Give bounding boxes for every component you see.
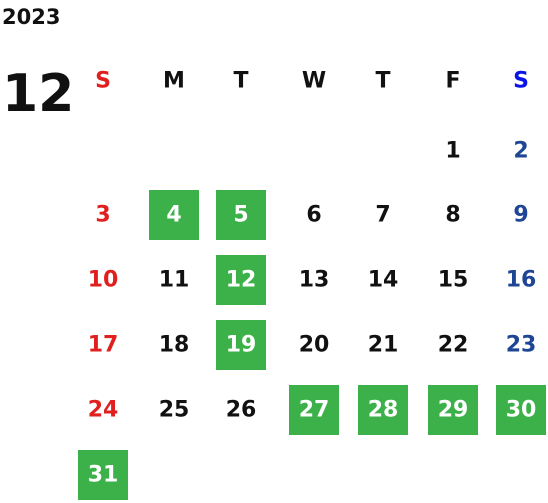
day-number: 31 [88,463,119,488]
day-number: 1 [445,139,460,164]
day-highlight [216,190,266,240]
day-number: 21 [368,333,399,358]
day-number: 26 [226,398,257,423]
day-number: 15 [438,268,469,293]
day-highlight [78,450,128,500]
day-number: 27 [299,398,330,423]
day-number: 10 [88,268,119,293]
day-number: 13 [299,268,330,293]
day-number: 3 [95,203,110,228]
day-highlight [216,320,266,370]
day-number: 5 [233,203,248,228]
day-number: 30 [506,398,537,423]
day-highlight [358,385,408,435]
day-number: 19 [226,333,257,358]
day-highlight [149,190,199,240]
day-highlight [496,385,546,435]
day-number: 16 [506,268,537,293]
day-number: 2 [513,139,528,164]
day-number: 25 [159,398,190,423]
day-number: 24 [88,398,119,423]
day-number: 20 [299,333,330,358]
day-highlight [428,385,478,435]
weekday-header: W [302,69,326,94]
day-number: 8 [445,203,460,228]
day-number: 9 [513,203,528,228]
day-number: 14 [368,268,399,293]
weekday-header: S [95,69,111,94]
day-number: 18 [159,333,190,358]
year: 2023 [2,5,60,29]
month: 12 [2,64,74,124]
day-highlight [289,385,339,435]
day-number: 7 [375,203,390,228]
weekday-header: T [375,69,390,94]
day-number: 28 [368,398,399,423]
day-number: 12 [226,268,257,293]
weekday-header: M [163,69,185,94]
day-number: 17 [88,333,119,358]
day-number: 22 [438,333,469,358]
weekday-header: F [445,69,460,94]
day-number: 6 [306,203,321,228]
day-number: 29 [438,398,469,423]
day-number: 23 [506,333,537,358]
day-number: 4 [166,203,181,228]
day-highlight [216,255,266,305]
weekday-header: S [513,69,529,94]
weekday-header: T [233,69,248,94]
day-number: 11 [159,268,190,293]
